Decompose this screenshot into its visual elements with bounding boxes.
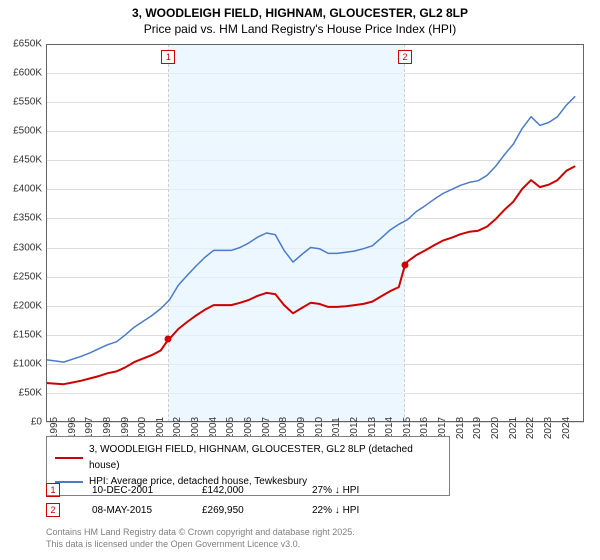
footer-line1: Contains HM Land Registry data © Crown c… [46,526,355,538]
transaction-marker-2: 2 [46,503,60,517]
y-tick-label: £200K [2,300,42,311]
y-tick-label: £550K [2,97,42,108]
sale-marker-box-2: 2 [398,50,412,64]
x-tick-label: 2020 [490,417,501,439]
series-hpi [46,96,575,362]
x-tick-label: 2024 [561,417,572,439]
transaction-price: £269,950 [202,505,312,516]
x-tick-label: 2018 [455,417,466,439]
sale-dot-2 [401,262,408,269]
transaction-delta: 27% ↓ HPI [312,485,359,496]
title-line1: 3, WOODLEIGH FIELD, HIGHNAM, GLOUCESTER,… [0,6,600,20]
x-tick-label: 2019 [472,417,483,439]
sale-dot-1 [165,336,172,343]
legend-label-price-paid: 3, WOODLEIGH FIELD, HIGHNAM, GLOUCESTER,… [89,442,441,474]
lines-svg [46,44,584,422]
transaction-date: 10-DEC-2001 [92,485,202,496]
transaction-price: £142,000 [202,485,312,496]
title-line2: Price paid vs. HM Land Registry's House … [0,22,600,36]
y-tick-label: £250K [2,271,42,282]
transaction-marker-1: 1 [46,483,60,497]
x-tick-label: 2021 [508,417,519,439]
chart-container: 3, WOODLEIGH FIELD, HIGHNAM, GLOUCESTER,… [0,0,600,560]
transaction-row: 1 10-DEC-2001 £142,000 27% ↓ HPI [46,480,359,500]
y-tick-label: £650K [2,39,42,50]
sale-marker-box-1: 1 [161,50,175,64]
transaction-delta: 22% ↓ HPI [312,505,359,516]
y-tick-label: £350K [2,213,42,224]
y-tick-label: £300K [2,242,42,253]
title-block: 3, WOODLEIGH FIELD, HIGHNAM, GLOUCESTER,… [0,0,600,36]
transaction-date: 08-MAY-2015 [92,505,202,516]
legend-swatch-price-paid [55,457,83,459]
y-tick-label: £150K [2,329,42,340]
transaction-row: 2 08-MAY-2015 £269,950 22% ↓ HPI [46,500,359,520]
y-tick-label: £100K [2,358,42,369]
x-tick-label: 2022 [525,417,536,439]
y-tick-label: £0 [2,417,42,428]
y-tick-label: £600K [2,68,42,79]
y-tick-label: £500K [2,126,42,137]
legend-item-price-paid: 3, WOODLEIGH FIELD, HIGHNAM, GLOUCESTER,… [55,442,441,474]
x-tick-label: 2023 [543,417,554,439]
transactions-table: 1 10-DEC-2001 £142,000 27% ↓ HPI 2 08-MA… [46,480,359,520]
y-tick-label: £400K [2,184,42,195]
chart-area: 12 £0£50K£100K£150K£200K£250K£300K£350K£… [46,44,584,422]
series-price_paid [46,166,575,384]
footer: Contains HM Land Registry data © Crown c… [46,526,355,550]
plot-region: 12 [46,44,584,422]
y-tick-label: £450K [2,155,42,166]
footer-line2: This data is licensed under the Open Gov… [46,538,355,550]
y-tick-label: £50K [2,387,42,398]
